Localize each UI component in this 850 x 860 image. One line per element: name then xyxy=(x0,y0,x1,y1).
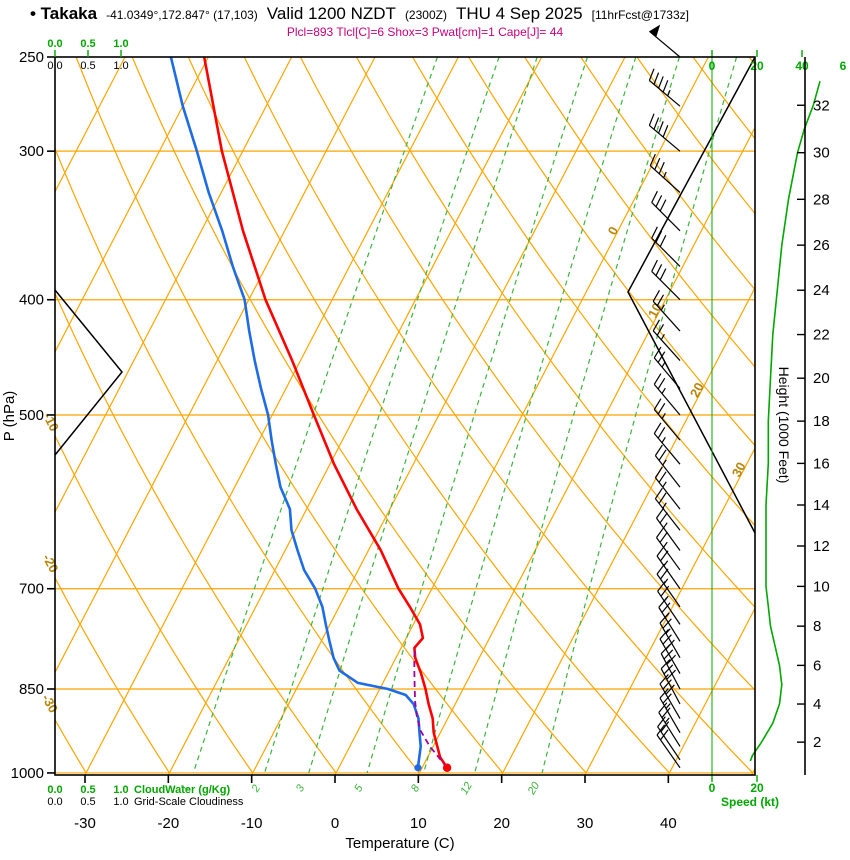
svg-text:0.0: 0.0 xyxy=(47,784,62,796)
surface-temperature-dot xyxy=(442,763,452,772)
svg-text:20: 20 xyxy=(493,815,510,832)
svg-text:3: 3 xyxy=(294,782,308,794)
chart-header: • Takaka -41.0349°,172.847° (17,103) Val… xyxy=(0,4,850,39)
svg-text:700: 700 xyxy=(19,581,44,598)
svg-text:850: 850 xyxy=(19,681,44,698)
sounding-profiles xyxy=(169,57,452,772)
height-axis-label: Height (1000 Feet) xyxy=(776,367,792,484)
svg-text:1: 1 xyxy=(178,783,191,794)
svg-text:16: 16 xyxy=(813,455,830,472)
svg-text:40: 40 xyxy=(660,815,677,832)
svg-text:0.5: 0.5 xyxy=(80,784,95,796)
svg-text:20: 20 xyxy=(525,779,542,797)
pressure-axis-label: P (hPa) xyxy=(1,391,18,442)
svg-text:18: 18 xyxy=(813,413,830,430)
svg-text:10: 10 xyxy=(645,300,665,320)
svg-text:20: 20 xyxy=(813,370,830,387)
svg-text:0.0: 0.0 xyxy=(47,38,62,50)
title-line: • Takaka -41.0349°,172.847° (17,103) Val… xyxy=(0,4,850,24)
svg-text:0: 0 xyxy=(605,224,622,237)
svg-text:0.0: 0.0 xyxy=(47,796,62,808)
svg-text:1000: 1000 xyxy=(11,765,44,782)
svg-text:6: 6 xyxy=(813,657,821,674)
svg-text:1.0: 1.0 xyxy=(113,784,128,796)
svg-text:250: 250 xyxy=(19,49,44,66)
svg-text:2: 2 xyxy=(249,783,263,795)
svg-text:0: 0 xyxy=(709,781,716,795)
valid-time: Valid 1200 NZDT xyxy=(266,4,396,23)
svg-text:0: 0 xyxy=(331,815,339,832)
valid-zulu: (2300Z) xyxy=(404,8,447,22)
svg-text:30: 30 xyxy=(577,815,594,832)
svg-text:1.0: 1.0 xyxy=(113,796,128,808)
cloudiness-label: Grid-Scale Cloudiness xyxy=(134,796,244,808)
svg-text:10: 10 xyxy=(813,578,830,595)
svg-text:0.5: 0.5 xyxy=(80,38,95,50)
svg-text:-10: -10 xyxy=(40,410,62,433)
svg-text:0: 0 xyxy=(709,59,716,73)
cloudwater-label: CloudWater (g/Kg) xyxy=(134,784,230,796)
stability-params-line: Plcl=893 Tlcl[C]=6 Shox=3 Pwat[cm]=1 Cap… xyxy=(286,25,564,39)
svg-text:500: 500 xyxy=(19,407,44,424)
svg-text:1.0: 1.0 xyxy=(113,38,128,50)
mixing-ratio-labels: 1 2 3 5 8 12 20 xyxy=(178,779,542,797)
temperature-curve xyxy=(202,57,449,769)
svg-text:10: 10 xyxy=(410,815,427,832)
svg-text:22: 22 xyxy=(813,327,830,344)
svg-text:0.5: 0.5 xyxy=(80,60,95,72)
svg-text:-10: -10 xyxy=(241,815,263,832)
svg-text:1.0: 1.0 xyxy=(113,60,128,72)
svg-text:300: 300 xyxy=(19,143,44,160)
corner-scale-label: 6 xyxy=(840,59,847,73)
svg-text:30: 30 xyxy=(729,460,749,480)
wind-barbs xyxy=(648,24,681,769)
speed-curve xyxy=(749,80,821,762)
parcel-curve xyxy=(413,646,448,769)
background-grid xyxy=(55,57,755,775)
domain-boundary-lines xyxy=(54,56,756,534)
station-coords: -41.0349°,172.847° (17,103) xyxy=(106,8,258,22)
dewpoint-curve xyxy=(169,57,422,768)
svg-text:20: 20 xyxy=(687,380,707,400)
svg-text:20: 20 xyxy=(750,59,764,73)
svg-text:8: 8 xyxy=(813,618,821,635)
svg-text:40: 40 xyxy=(795,59,809,73)
cloud-scales: 0.00.00.00.00.50.50.50.51.01.01.01.0Clou… xyxy=(47,38,244,808)
svg-text:26: 26 xyxy=(813,237,830,254)
surface-dewpoint-dot xyxy=(414,764,422,772)
speed-axis-label: Speed (kt) xyxy=(721,795,779,809)
svg-text:20: 20 xyxy=(750,781,764,795)
svg-text:0.0: 0.0 xyxy=(47,60,62,72)
svg-text:2: 2 xyxy=(813,734,821,751)
svg-text:14: 14 xyxy=(813,497,830,514)
svg-text:4: 4 xyxy=(813,696,821,713)
svg-text:8: 8 xyxy=(409,782,423,794)
svg-text:12: 12 xyxy=(813,538,830,555)
svg-text:-20: -20 xyxy=(157,815,179,832)
temperature-axis-label: Temperature (C) xyxy=(345,835,454,852)
valid-date: THU 4 Sep 2025 xyxy=(455,4,583,23)
wind-speed-panel: 0 20 40 0 20 6 Speed (kt) xyxy=(709,50,847,809)
svg-text:28: 28 xyxy=(813,191,830,208)
svg-text:24: 24 xyxy=(813,282,830,299)
svg-text:-20: -20 xyxy=(40,551,62,575)
svg-text:-30: -30 xyxy=(74,815,96,832)
forecast-info: [11hrFcst@1733z] xyxy=(591,8,689,22)
svg-text:32: 32 xyxy=(813,97,830,114)
svg-text:12: 12 xyxy=(458,780,475,797)
station-name: • Takaka xyxy=(30,4,98,23)
svg-text:400: 400 xyxy=(19,292,44,309)
svg-text:30: 30 xyxy=(813,145,830,162)
svg-text:0.5: 0.5 xyxy=(80,796,95,808)
svg-text:5: 5 xyxy=(352,782,366,794)
